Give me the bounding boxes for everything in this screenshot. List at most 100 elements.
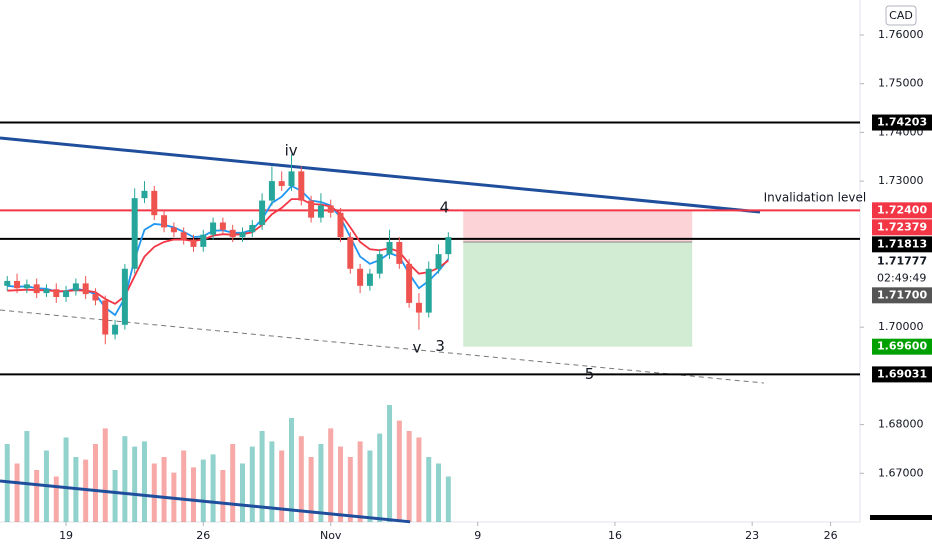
- volume-bar: [426, 457, 432, 522]
- annotation: iv: [285, 141, 298, 159]
- volume-bar: [132, 446, 138, 522]
- y-tick-label: 1.76000: [878, 28, 924, 41]
- volume-bar: [338, 446, 344, 522]
- x-tick-label: 19: [59, 529, 73, 542]
- volume-bar: [279, 450, 285, 522]
- volume-bar: [92, 444, 98, 522]
- candle-body: [317, 205, 324, 218]
- x-tick-label: 26: [824, 529, 838, 542]
- volume-bar: [249, 446, 255, 522]
- candle-body: [33, 284, 40, 294]
- volume-bar: [181, 450, 187, 522]
- candle-body: [298, 171, 305, 201]
- candle-body: [112, 324, 119, 335]
- candle-body: [386, 241, 393, 255]
- volume-bar: [102, 428, 108, 522]
- candle-body: [200, 234, 207, 247]
- candle-body: [63, 290, 70, 298]
- volume-bar: [122, 436, 128, 522]
- candle-body: [23, 284, 30, 289]
- price-label: 1.69031: [877, 367, 927, 380]
- price-label: 1.69600: [877, 340, 927, 353]
- price-label-box: [872, 219, 932, 236]
- volume-bar: [347, 457, 353, 522]
- x-tick-label: 16: [608, 529, 622, 542]
- candle-body: [121, 268, 128, 325]
- x-tick-label: 23: [745, 529, 759, 542]
- trendline: [0, 479, 411, 524]
- volume-bar: [63, 437, 69, 522]
- candle-body: [425, 268, 432, 313]
- price-label: 1.71700: [877, 288, 927, 301]
- price-label-box: [872, 253, 932, 270]
- price-label: 1.74203: [877, 116, 927, 129]
- currency-box[interactable]: [885, 5, 917, 26]
- annotation: 4: [440, 198, 450, 216]
- y-tick-label: 1.68000: [878, 418, 924, 431]
- candle-body: [14, 280, 21, 289]
- x-tick-label: 26: [196, 529, 210, 542]
- candle-body: [102, 300, 109, 335]
- candle-body: [415, 302, 422, 313]
- candle-body: [376, 254, 383, 274]
- volume-bar: [445, 476, 451, 522]
- volume-bar: [406, 431, 412, 522]
- price-label: 1.72400: [877, 203, 927, 216]
- volume-bar: [396, 420, 402, 522]
- volume-bar: [387, 405, 393, 522]
- price-label-box: [872, 202, 932, 219]
- candle-body: [366, 273, 373, 286]
- volume-bar: [367, 450, 373, 522]
- volume-bar: [210, 454, 216, 522]
- volume-bar: [53, 476, 59, 522]
- candle-body: [43, 289, 50, 294]
- volume-bar: [112, 470, 118, 522]
- volume-bar: [24, 431, 30, 522]
- volume-bar: [328, 428, 334, 522]
- y-tick-label: 1.73000: [878, 174, 924, 187]
- candle-body: [190, 239, 197, 247]
- candle-body: [180, 232, 187, 240]
- stop-zone: [463, 210, 693, 242]
- annotation: Invalidation level: [764, 191, 867, 205]
- volume-bar: [436, 463, 442, 522]
- candle-body: [219, 222, 226, 230]
- volume-bar: [308, 457, 314, 522]
- candle-body: [151, 190, 158, 216]
- candle-body: [259, 200, 266, 225]
- volume-bar: [141, 441, 147, 522]
- candle-body: [347, 237, 354, 269]
- candle-body: [170, 227, 177, 233]
- candle-body: [268, 181, 275, 201]
- candle-body: [249, 224, 256, 233]
- volume-bar: [357, 441, 363, 522]
- candle-body: [53, 289, 60, 298]
- volume-bar: [318, 444, 324, 522]
- x-tick-label: 9: [474, 529, 481, 542]
- candle-body: [406, 263, 413, 303]
- volume-bar: [416, 437, 422, 522]
- price-label-box: [872, 114, 932, 131]
- candle-body: [210, 222, 217, 235]
- target-zone: [463, 241, 693, 347]
- annotation: v: [413, 339, 422, 357]
- volume-bar: [220, 470, 226, 522]
- candle-body: [72, 283, 79, 291]
- volume-bar: [377, 433, 383, 522]
- candle-body: [327, 205, 334, 213]
- volume-bar: [161, 457, 167, 522]
- price-label: 1.71813: [877, 237, 927, 250]
- trendline: [0, 136, 761, 214]
- countdown: 02:49:49: [877, 271, 926, 284]
- price-label-box: [872, 287, 932, 304]
- currency[interactable]: CAD: [889, 9, 913, 22]
- annotation: 3: [435, 337, 445, 355]
- volume-bar: [230, 444, 236, 522]
- candle-body: [161, 215, 168, 228]
- price-label-box: [872, 366, 932, 383]
- candle-body: [288, 171, 295, 186]
- volume-bar: [14, 463, 20, 522]
- volume-bar: [298, 436, 304, 522]
